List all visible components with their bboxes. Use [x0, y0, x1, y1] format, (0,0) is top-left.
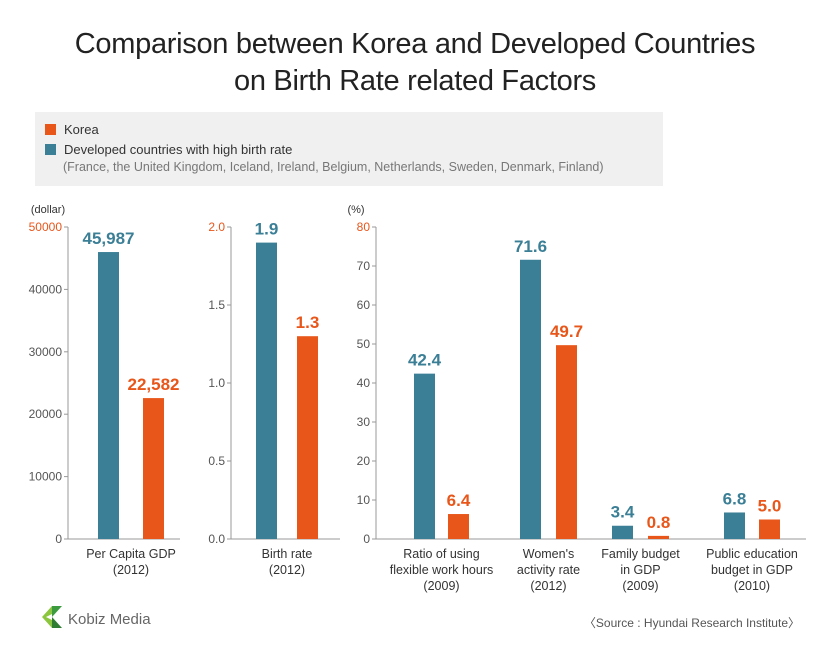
y-axis-unit-label: (dollar) [31, 204, 65, 216]
bar-korea [448, 514, 469, 539]
value-label-developed: 45,987 [83, 229, 135, 248]
chart-title: Comparison between Korea and Developed C… [0, 26, 830, 100]
y-tick-label: 0.0 [208, 532, 225, 546]
legend-country-list: (France, the United Kingdom, Iceland, Ir… [63, 160, 604, 174]
y-tick-label: 30 [357, 415, 371, 429]
value-label-developed: 42.4 [408, 351, 442, 370]
category-label: (2012) [530, 579, 566, 593]
bar-developed [256, 242, 277, 539]
legend: Korea Developed countries with high birt… [35, 112, 663, 186]
y-tick-label: 80 [357, 220, 371, 234]
y-tick-label: 40 [357, 376, 371, 390]
bar-developed [724, 512, 745, 539]
title-line-2: on Birth Rate related Factors [233, 65, 597, 97]
category-label: (2012) [269, 563, 305, 577]
value-label-korea: 22,582 [128, 375, 180, 394]
developed-swatch-icon [45, 144, 56, 155]
source-note: 〈Source : Hyundai Research Institute〉 [583, 616, 800, 630]
category-label: Ratio of using [403, 547, 479, 561]
category-label: in GDP [620, 563, 660, 577]
kobiz-logo-icon [42, 606, 62, 628]
value-label-developed: 71.6 [514, 237, 547, 256]
y-tick-label: 20 [357, 454, 371, 468]
bar-korea [143, 398, 164, 539]
category-label: (2010) [734, 579, 770, 593]
bar-developed [520, 259, 541, 539]
y-tick-label: 10 [357, 493, 371, 507]
kobiz-media-logo: Kobiz Media [42, 606, 151, 628]
legend-label-developed: Developed countries with high birth rate [64, 142, 293, 157]
bar-korea [648, 535, 669, 539]
bar-korea [556, 345, 577, 539]
y-tick-label: 20000 [29, 407, 63, 421]
bar-developed [98, 252, 119, 539]
category-label: Family budget [601, 547, 680, 561]
legend-item-developed: Developed countries with high birth rate [45, 142, 292, 157]
y-tick-label: 30000 [29, 345, 63, 359]
legend-item-korea: Korea [45, 122, 99, 137]
legend-label-korea: Korea [64, 122, 99, 137]
y-tick-label: 40000 [29, 282, 63, 296]
value-label-korea: 6.4 [447, 491, 471, 510]
category-label: flexible work hours [390, 563, 494, 577]
value-label-korea: 0.8 [647, 513, 671, 532]
value-label-developed: 3.4 [611, 503, 635, 522]
y-tick-label: 50 [357, 337, 371, 351]
category-label: activity rate [517, 563, 580, 577]
value-label-developed: 1.9 [255, 220, 279, 239]
y-tick-label: 0.5 [208, 454, 225, 468]
korea-swatch-icon [45, 124, 56, 135]
value-label-korea: 5.0 [758, 497, 782, 516]
title-line-1: Comparison between Korea and Developed C… [74, 28, 756, 60]
category-label: Birth rate [262, 547, 313, 561]
y-tick-label: 1.0 [208, 376, 225, 390]
bar-developed [612, 525, 633, 539]
logo-text: Kobiz Media [68, 611, 151, 628]
category-label: Women's [523, 547, 574, 561]
y-tick-label: 60 [357, 298, 371, 312]
category-label: Per Capita GDP [86, 547, 176, 561]
y-tick-label: 0 [55, 532, 62, 546]
y-tick-label: 70 [357, 259, 371, 273]
category-label: (2009) [622, 579, 658, 593]
y-axis-unit-label: (%) [347, 204, 364, 216]
category-label: (2012) [113, 563, 149, 577]
y-tick-label: 50000 [29, 220, 63, 234]
bar-developed [414, 373, 435, 539]
y-tick-label: 0 [363, 532, 370, 546]
y-tick-label: 10000 [29, 470, 63, 484]
bar-korea [759, 519, 780, 539]
value-label-developed: 6.8 [723, 489, 747, 508]
value-label-korea: 1.3 [296, 313, 320, 332]
y-tick-label: 1.5 [208, 298, 225, 312]
category-label: (2009) [423, 579, 459, 593]
y-tick-label: 2.0 [208, 220, 225, 234]
category-label: Public education [706, 547, 798, 561]
value-label-korea: 49.7 [550, 322, 583, 341]
category-label: budget in GDP [711, 563, 793, 577]
bar-korea [297, 336, 318, 539]
